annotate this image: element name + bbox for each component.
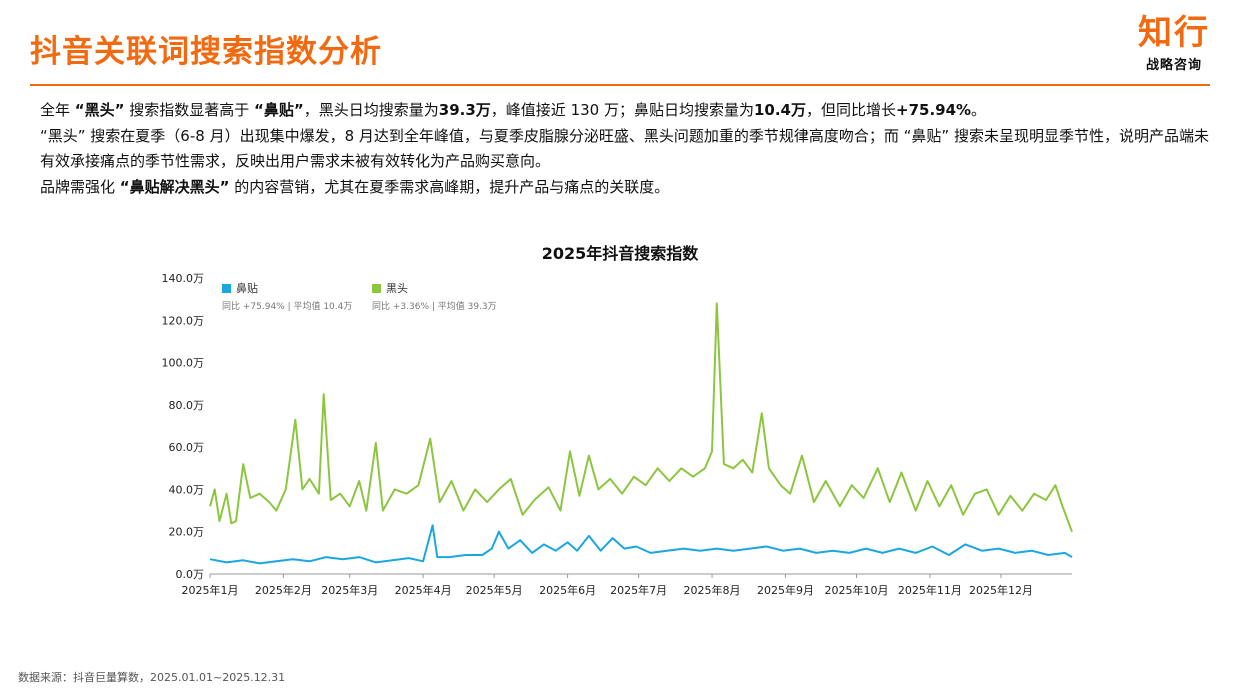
y-tick-label: 0.0万 (176, 568, 205, 581)
series-line-nasal-strip (209, 524, 1073, 565)
bold-segment: “鼻贴” (254, 101, 304, 119)
brand-logo: 知行 战略咨询 (1138, 14, 1210, 73)
y-tick-label: 120.0万 (162, 314, 205, 327)
text-segment: ，黑头日均搜索量为 (303, 101, 439, 119)
paragraph-3: 品牌需强化 “鼻贴解决黑头” 的内容营销，尤其在夏季需求高峰期，提升产品与痛点的… (40, 175, 1210, 201)
bold-segment: +75.94% (896, 101, 972, 119)
x-tick-label: 2025年11月 (898, 583, 962, 597)
y-tick-label: 80.0万 (169, 399, 205, 412)
y-tick-label: 140.0万 (162, 272, 205, 285)
text-segment: ，峰值接近 130 万；鼻贴日均搜索量为 (490, 101, 754, 119)
y-tick-label: 60.0万 (169, 441, 205, 454)
analysis-text: 全年 “黑头” 搜索指数显著高于 “鼻贴”，黑头日均搜索量为39.3万，峰值接近… (40, 98, 1210, 200)
x-tick-label: 2025年7月 (610, 583, 667, 597)
header-divider (30, 84, 1210, 86)
legend-label: 黑头 (386, 282, 408, 295)
page-title: 抖音关联词搜索指数分析 (30, 34, 382, 70)
y-tick-label: 20.0万 (169, 526, 205, 539)
text-segment: 搜索指数显著高于 (124, 101, 255, 119)
legend-label: 鼻贴 (236, 281, 258, 295)
x-tick-label: 2025年1月 (182, 583, 239, 597)
text-segment: 。 (971, 101, 987, 119)
x-tick-label: 2025年8月 (684, 583, 741, 597)
x-tick-label: 2025年12月 (969, 583, 1033, 597)
bold-segment: “黑头” (74, 101, 125, 119)
data-source: 数据来源：抖音巨量算数，2025.01.01~2025.12.31 (18, 671, 286, 684)
legend-note: 同比 +75.94% | 平均值 10.4万 (222, 300, 352, 312)
x-tick-label: 2025年4月 (395, 583, 452, 597)
legend-swatch (372, 284, 381, 293)
y-tick-label: 100.0万 (162, 357, 205, 370)
text-segment: 全年 (40, 101, 75, 119)
series-line-blackhead (209, 302, 1073, 533)
bold-segment: 10.4万 (753, 101, 806, 119)
text-segment: 品牌需强化 (40, 177, 120, 196)
bold-segment: “鼻贴解决黑头” (119, 177, 230, 196)
x-tick-label: 2025年3月 (321, 583, 378, 597)
logo-sub-text: 战略咨询 (1145, 58, 1202, 73)
x-tick-label: 2025年2月 (255, 583, 312, 597)
text-segment: “黑头” 搜索在夏季（6-8 月）出现集中爆发，8 月达到全年峰值，与夏季皮脂腺… (40, 126, 1209, 171)
x-tick-label: 2025年5月 (466, 583, 523, 597)
logo-main-text: 知行 (1138, 13, 1210, 53)
x-tick-label: 2025年10月 (825, 583, 889, 597)
legend-note: 同比 +3.36% | 平均值 39.3万 (372, 300, 497, 312)
bold-segment: 39.3万 (438, 101, 491, 119)
text-segment: ，但同比增长 (805, 101, 896, 119)
chart-title: 2025年抖音搜索指数 (541, 244, 699, 263)
y-tick-label: 40.0万 (169, 483, 205, 496)
paragraph-1: 全年 “黑头” 搜索指数显著高于 “鼻贴”，黑头日均搜索量为39.3万，峰值接近… (40, 98, 1210, 124)
x-tick-label: 2025年9月 (757, 583, 814, 597)
x-tick-label: 2025年6月 (539, 583, 596, 597)
legend-swatch (222, 284, 231, 293)
paragraph-2: “黑头” 搜索在夏季（6-8 月）出现集中爆发，8 月达到全年峰值，与夏季皮脂腺… (40, 124, 1210, 175)
text-segment: 的内容营销，尤其在夏季需求高峰期，提升产品与痛点的关联度。 (229, 177, 670, 196)
